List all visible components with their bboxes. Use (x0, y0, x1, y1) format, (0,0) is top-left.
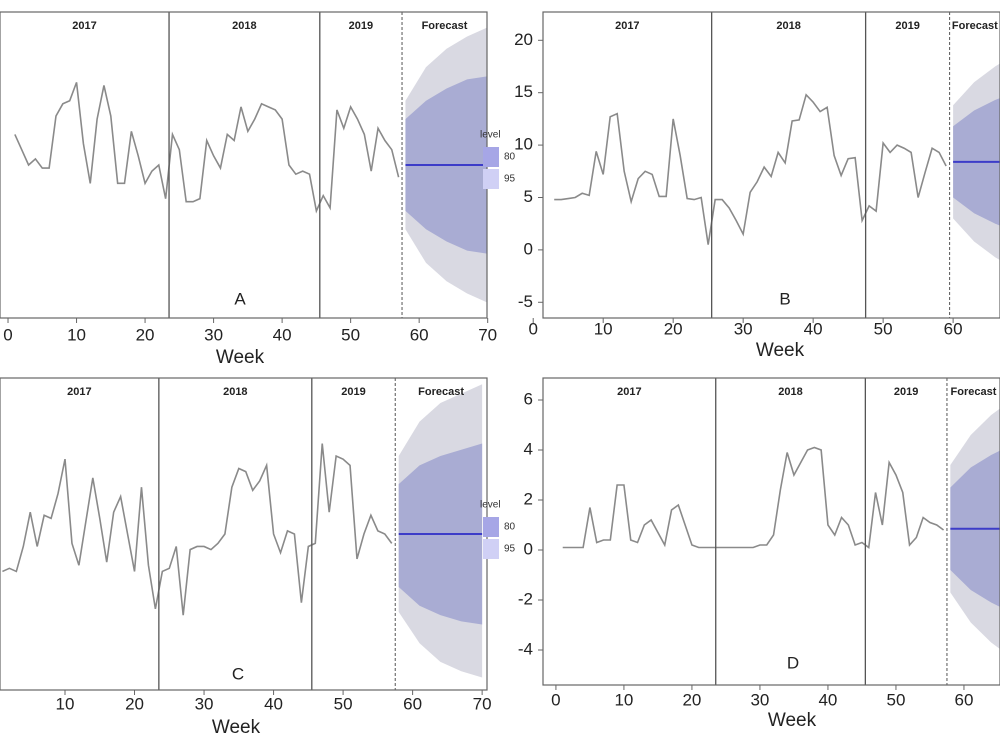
y-tick-label: 0 (524, 239, 533, 258)
plot-area (562, 408, 1000, 649)
period-label: 2018 (223, 386, 247, 398)
x-tick-label: 40 (804, 319, 823, 338)
x-axis-label: Week (768, 710, 817, 731)
period-label: 2018 (232, 20, 256, 32)
plot-area (2, 384, 483, 678)
x-tick-label: 30 (195, 694, 214, 713)
x-tick-label: 50 (886, 690, 905, 709)
plot-frame (542, 377, 1000, 686)
x-tick-label: 60 (944, 319, 963, 338)
period-label: 2019 (894, 386, 918, 398)
panel-letter: B (779, 289, 790, 308)
x-tick-label: 40 (818, 690, 837, 709)
x-tick-label: 30 (204, 325, 223, 344)
period-label: 2019 (349, 20, 373, 32)
legend-label: 95 (504, 544, 516, 555)
plot-area (554, 63, 1000, 261)
legend-label: 80 (504, 152, 516, 163)
period-label: 2018 (776, 20, 800, 32)
period-label: 2019 (341, 386, 365, 398)
x-tick-label: 10 (614, 690, 633, 709)
legend-swatch (483, 169, 499, 189)
x-axis-label: Week (216, 347, 265, 368)
x-tick-label: 10 (594, 319, 613, 338)
x-tick-label: 60 (403, 694, 422, 713)
series-line (554, 93, 947, 245)
x-tick-label: 60 (954, 690, 973, 709)
legend-label: 80 (504, 522, 516, 533)
period-label: 2019 (895, 20, 919, 32)
x-tick-label: 10 (56, 694, 75, 713)
series-line (562, 446, 945, 549)
x-tick-label: 20 (682, 690, 701, 709)
y-tick-label: 6 (524, 389, 533, 408)
x-tick-label: 40 (273, 325, 292, 344)
x-tick-label: 70 (478, 325, 497, 344)
series-line (2, 443, 393, 616)
panel-letter: C (232, 664, 244, 683)
x-tick-label: 30 (750, 690, 769, 709)
y-tick-label: 4 (524, 439, 533, 458)
panel-letter: A (234, 289, 246, 308)
y-tick-label: 5 (524, 187, 533, 206)
period-label: 2018 (778, 386, 802, 398)
x-tick-label: 50 (874, 319, 893, 338)
period-label: Forecast (418, 386, 464, 398)
x-tick-label: 20 (664, 319, 683, 338)
y-tick-label: 2 (524, 489, 533, 508)
x-tick-label: 70 (473, 694, 492, 713)
x-tick-label: 0 (551, 690, 560, 709)
panel-letter: D (787, 653, 799, 672)
x-tick-label: 60 (410, 325, 429, 344)
legend-swatch (483, 517, 499, 537)
legend-label: 95 (504, 174, 516, 185)
period-label: Forecast (952, 20, 998, 32)
y-tick-label: -2 (518, 589, 533, 608)
plot-area (14, 27, 487, 303)
x-tick-label: 40 (264, 694, 283, 713)
period-label: 2017 (615, 20, 639, 32)
x-tick-label: 30 (734, 319, 753, 338)
x-tick-label: 50 (334, 694, 353, 713)
period-label: Forecast (951, 386, 997, 398)
series-line (14, 82, 400, 214)
x-tick-label: 0 (528, 319, 537, 338)
x-axis-label: Week (756, 340, 805, 361)
legend-swatch (483, 147, 499, 167)
y-tick-label: -5 (518, 292, 533, 311)
y-tick-label: 15 (514, 82, 533, 101)
period-label: 2017 (72, 20, 96, 32)
x-tick-label: 0 (3, 325, 12, 344)
y-tick-label: -4 (518, 639, 533, 658)
x-tick-label: 20 (136, 325, 155, 344)
period-label: 2017 (617, 386, 641, 398)
x-tick-label: 50 (341, 325, 360, 344)
plot-frame (542, 11, 1000, 319)
legend-swatch (483, 539, 499, 559)
y-tick-label: 0 (524, 539, 533, 558)
x-axis-label: Week (212, 717, 261, 738)
period-label: Forecast (422, 20, 468, 32)
period-label: 2017 (67, 386, 91, 398)
legend-title: level (480, 130, 501, 141)
y-tick-label: 10 (514, 135, 533, 154)
legend-title: level (480, 500, 501, 511)
y-tick-label: 20 (514, 30, 533, 49)
x-tick-label: 20 (125, 694, 144, 713)
x-tick-label: 10 (67, 325, 86, 344)
